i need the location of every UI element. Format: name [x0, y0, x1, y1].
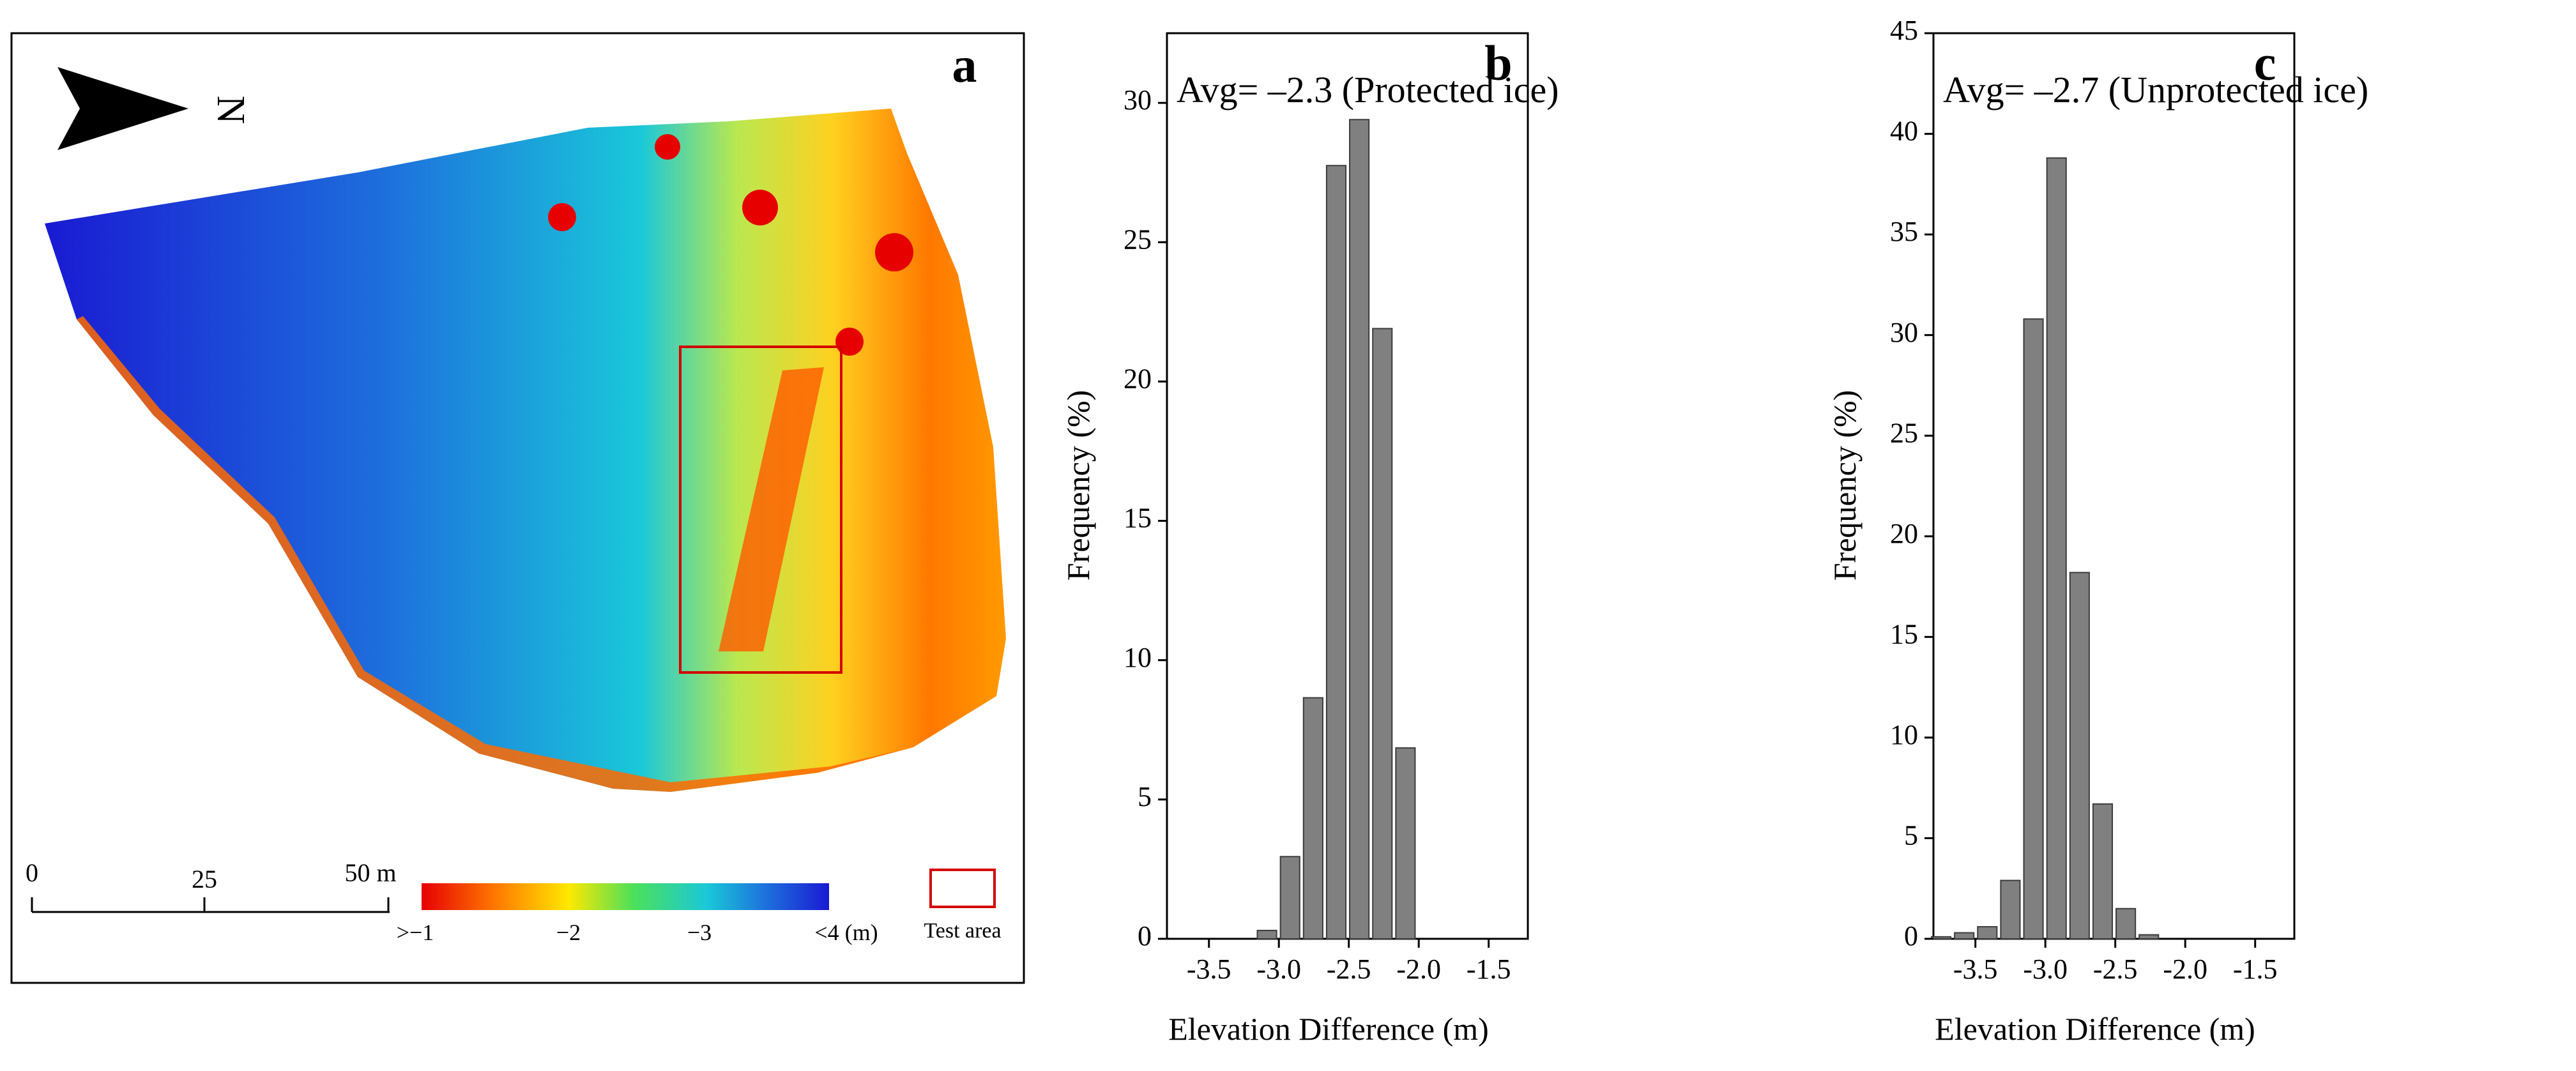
- histogram-bar: [1977, 926, 1998, 940]
- histogram-bar: [2000, 879, 2021, 940]
- histogram-bar: [2023, 318, 2044, 939]
- histogram-bar: [1256, 929, 1277, 939]
- x-tick-label: -1.5: [2233, 953, 2278, 985]
- map-panel: N a 0 25 50 m >−1 −2 −3 <4 (m) Test area: [0, 0, 1028, 1068]
- x-tick-label: -3.0: [1256, 953, 1301, 985]
- y-tick-label: 20: [1124, 363, 1152, 394]
- x-axis-label: Elevation Difference (m): [1935, 1011, 2255, 1047]
- x-tick-label: -3.5: [1953, 953, 1998, 985]
- test-area-legend: Test area: [924, 869, 1002, 943]
- map-hotspot: [875, 233, 913, 271]
- y-tick-label: 0: [1904, 920, 1918, 952]
- map-test-streak: [719, 367, 824, 651]
- x-tick-label: -3.0: [2023, 953, 2068, 985]
- map-frame: [10, 32, 1025, 984]
- x-tick-label: -2.0: [1396, 953, 1441, 985]
- legend-label: −3: [687, 920, 712, 945]
- y-tick-label: 20: [1890, 518, 1918, 549]
- scale-bar: 0 25 50 m: [26, 858, 397, 913]
- chart-annotation: Avg= –2.7 (Unprotected ice): [1943, 69, 2368, 110]
- histogram-bar: [1279, 856, 1300, 939]
- histogram-bar: [1349, 119, 1370, 940]
- y-tick-label: 5: [1138, 781, 1152, 812]
- legend-label: −2: [556, 920, 581, 945]
- histogram-bar: [1325, 165, 1347, 940]
- legend-label: <4 (m): [814, 920, 878, 945]
- panel-letter-c: c: [2254, 35, 2276, 91]
- y-tick-label: 10: [1124, 642, 1152, 673]
- elevation-map: [45, 109, 1006, 792]
- histogram-bar: [2092, 803, 2114, 940]
- x-tick-label: -1.5: [1467, 953, 1511, 985]
- north-arrow: N: [57, 67, 252, 150]
- test-area-label: Test area: [924, 919, 1001, 943]
- y-tick-label: 15: [1124, 503, 1152, 534]
- scale-tick-label: 0: [26, 858, 38, 887]
- y-tick-label: 10: [1890, 719, 1918, 750]
- y-axis-label: Frequency (%): [1060, 390, 1096, 581]
- histogram-bar: [1302, 697, 1323, 940]
- y-tick-label: 35: [1890, 216, 1918, 247]
- y-tick-label: 30: [1890, 317, 1918, 348]
- y-axis-label: Frequency (%): [1827, 390, 1863, 581]
- plot-frame: [1166, 32, 1529, 940]
- y-tick-label: 25: [1890, 417, 1918, 448]
- bar-group: [1256, 119, 1416, 940]
- histogram-bar: [2069, 572, 2090, 939]
- x-tick-label: -2.5: [1327, 953, 1371, 985]
- x-axis-ticks: -3.5 -3.0 -2.5 -2.0 -1.5: [1187, 939, 1511, 985]
- y-tick-label: 15: [1890, 618, 1918, 649]
- north-arrow-icon: [57, 67, 188, 150]
- chart-annotation: Avg= –2.3 (Protected ice): [1177, 69, 1559, 110]
- y-tick-label: 45: [1890, 15, 1918, 46]
- test-area-box: [679, 346, 842, 674]
- y-tick-label: 5: [1904, 820, 1918, 851]
- histogram-bar: [1954, 932, 1975, 939]
- panel-letter-b: b: [1484, 35, 1512, 91]
- map-hotspot: [655, 134, 680, 160]
- plot-frame: [1932, 32, 2296, 940]
- x-axis-label: Elevation Difference (m): [1168, 1011, 1489, 1047]
- histogram-bar: [2138, 934, 2160, 939]
- map-svg: N a 0 25 50 m >−1 −2 −3 <4 (m) Test area: [10, 32, 1025, 984]
- color-legend-bar: [422, 883, 829, 910]
- histogram-bar: [1395, 747, 1416, 940]
- histogram-bar: [2046, 157, 2067, 939]
- x-tick-label: -3.5: [1187, 953, 1231, 985]
- y-axis-ticks: 0 5 10 15 20 25 30 35 40 45: [1890, 15, 1933, 952]
- test-area-swatch: [929, 869, 996, 908]
- y-tick-label: 0: [1138, 920, 1152, 952]
- x-axis-ticks: -3.5 -3.0 -2.5 -2.0 -1.5: [1953, 939, 2278, 985]
- y-tick-label: 40: [1890, 116, 1918, 147]
- histogram-panel-c: 0 5 10 15 20 25 30 35 40 45 -3.5 -3.0 -2.5 -2.0 -1.5 …: [1795, 0, 2576, 1068]
- legend-label: >−1: [397, 920, 434, 945]
- map-hotspot: [742, 190, 778, 225]
- histogram-bar: [1372, 328, 1393, 939]
- bar-group: [1930, 157, 2160, 940]
- north-label: N: [209, 96, 252, 125]
- scale-tick-label: 25: [192, 865, 217, 893]
- x-tick-label: -2.5: [2093, 953, 2138, 985]
- map-hotspot: [548, 203, 576, 231]
- x-tick-label: -2.0: [2163, 953, 2207, 985]
- y-axis-ticks: 0 5 10 15 20 25 30: [1124, 84, 1167, 952]
- histogram-bar: [1930, 936, 1952, 939]
- scale-tick-label: 50 m: [344, 858, 396, 887]
- color-legend: >−1 −2 −3 <4 (m): [397, 883, 878, 945]
- panel-letter-a: a: [952, 37, 977, 93]
- y-tick-label: 30: [1124, 84, 1152, 116]
- histogram-bar: [2115, 908, 2137, 939]
- y-tick-label: 25: [1124, 224, 1152, 255]
- histogram-panel-b: 0 5 10 15 20 25 30 -3.5 -3.0 -2.5 -2.0 -1.5 Avg= –…: [1028, 0, 1795, 1068]
- histogram-b-svg: 0 5 10 15 20 25 30 -3.5 -3.0 -2.5 -2.0 -1.5 Avg= –…: [1060, 32, 1559, 1047]
- map-hotspot: [835, 328, 864, 356]
